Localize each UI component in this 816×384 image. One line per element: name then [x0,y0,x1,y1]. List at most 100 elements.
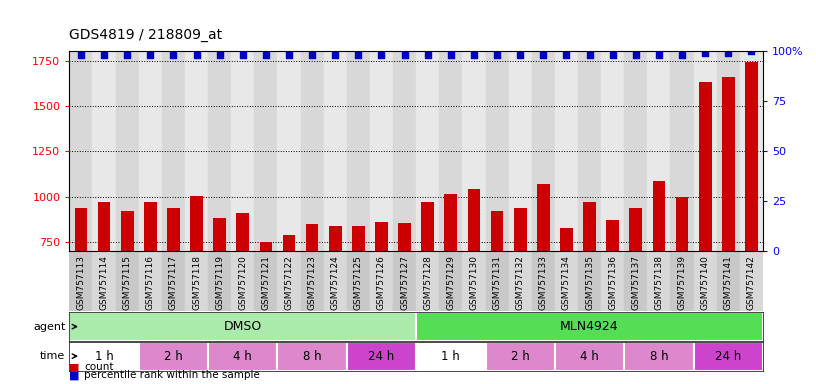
Text: GSM757118: GSM757118 [192,255,201,310]
Bar [231,51,255,251]
Text: 1 h: 1 h [441,350,460,362]
Bar [69,51,92,251]
Text: 2 h: 2 h [511,350,530,362]
Bar [486,252,508,311]
Bar [370,252,393,311]
Bar [745,62,758,251]
Bar [555,51,578,251]
Bar [421,202,434,251]
Point [745,48,758,55]
Point [352,52,365,58]
Bar [694,51,716,251]
Bar [306,224,318,251]
Bar [578,252,601,311]
Bar [624,252,647,311]
Bar [647,252,671,311]
Bar [300,252,324,311]
Bar [300,51,324,251]
Bar [439,51,463,251]
Text: GSM757124: GSM757124 [330,255,339,310]
Text: ■: ■ [69,362,80,372]
Bar [185,252,208,311]
Bar [393,51,416,251]
Text: GSM757131: GSM757131 [493,255,502,310]
Bar [237,213,249,251]
Bar [508,51,532,251]
Point [583,52,596,58]
Bar [537,184,550,251]
Text: percentile rank within the sample: percentile rank within the sample [84,370,260,380]
Text: GSM757140: GSM757140 [701,255,710,310]
Bar [653,181,665,251]
Bar [69,312,416,341]
Bar [606,220,619,251]
Text: GSM757125: GSM757125 [354,255,363,310]
Text: 2 h: 2 h [164,350,183,362]
Bar [121,211,134,251]
Bar [508,252,532,311]
Point [514,52,527,58]
Bar [698,82,712,251]
Text: ■: ■ [69,370,80,380]
Bar [393,252,416,311]
Text: 24 h: 24 h [368,350,395,362]
Bar [255,252,277,311]
Text: 4 h: 4 h [580,350,599,362]
Text: GSM757134: GSM757134 [562,255,571,310]
Text: GSM757117: GSM757117 [169,255,178,310]
Bar [676,197,689,251]
Text: GSM757128: GSM757128 [424,255,432,310]
Bar [740,252,763,311]
Text: GSM757136: GSM757136 [608,255,617,310]
Bar [92,252,116,311]
Point [74,52,87,58]
Bar [324,252,347,311]
Point [421,52,434,58]
Text: MLN4924: MLN4924 [561,320,619,333]
Bar [208,342,277,371]
Bar [671,51,694,251]
Point [98,52,111,58]
Bar [514,208,526,251]
Bar [255,51,277,251]
Bar [259,242,273,251]
Bar [398,223,411,251]
Text: GSM757141: GSM757141 [724,255,733,310]
Point [629,52,642,58]
Text: 4 h: 4 h [233,350,252,362]
Point [652,52,665,58]
Bar [416,51,439,251]
Point [398,52,411,58]
Bar [139,51,162,251]
Point [560,52,573,58]
Point [444,52,457,58]
Bar [352,226,365,251]
Bar [282,235,295,251]
Point [698,50,712,56]
Text: GSM757120: GSM757120 [238,255,247,310]
Bar [92,51,116,251]
Text: GSM757119: GSM757119 [215,255,224,310]
Bar [167,208,180,251]
Bar [375,222,388,251]
Bar [624,342,694,371]
Bar [347,252,370,311]
Bar [162,51,185,251]
Text: GSM757122: GSM757122 [285,255,294,310]
Text: 8 h: 8 h [650,350,668,362]
Text: GSM757126: GSM757126 [377,255,386,310]
Bar [416,342,486,371]
Point [237,52,250,58]
Text: GSM757127: GSM757127 [400,255,409,310]
Bar [370,51,393,251]
Bar [208,51,231,251]
Point [606,52,619,58]
Bar [190,196,203,251]
Point [468,52,481,58]
Text: GSM757132: GSM757132 [516,255,525,310]
Bar [69,252,92,311]
Text: DMSO: DMSO [224,320,262,333]
Bar [486,51,508,251]
Bar [162,252,185,311]
Bar [347,342,416,371]
